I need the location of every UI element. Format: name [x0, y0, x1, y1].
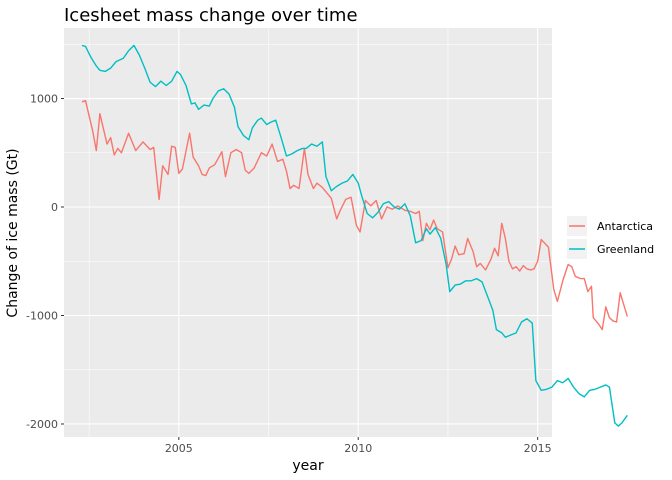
x-axis-title: year: [292, 458, 323, 474]
y-axis-title: Change of ice mass (Gt): [5, 148, 21, 317]
legend-label-antarctica: Antarctica: [597, 220, 653, 233]
y-tick-label: -1000: [26, 309, 58, 322]
minor-gridlines: [64, 28, 552, 437]
series-line-greenland: [81, 44, 628, 427]
x-axis: 2005 2010 2015: [165, 437, 552, 455]
y-tick-label: 1000: [30, 93, 58, 106]
legend: Antarctica Greenland: [567, 216, 654, 259]
major-gridlines: [64, 28, 552, 437]
series-lines: [81, 44, 629, 427]
x-tick-label: 2010: [344, 442, 372, 455]
y-tick-label: 0: [51, 201, 58, 214]
series-line-antarctica: [81, 99, 629, 331]
legend-label-greenland: Greenland: [597, 243, 654, 256]
x-tick-label: 2015: [524, 442, 552, 455]
y-tick-label: -2000: [26, 418, 58, 431]
plot-panel: [64, 28, 552, 437]
y-axis: -2000 -1000 0 1000: [26, 93, 64, 431]
x-tick-label: 2005: [165, 442, 193, 455]
chart-title: Icesheet mass change over time: [64, 5, 358, 26]
